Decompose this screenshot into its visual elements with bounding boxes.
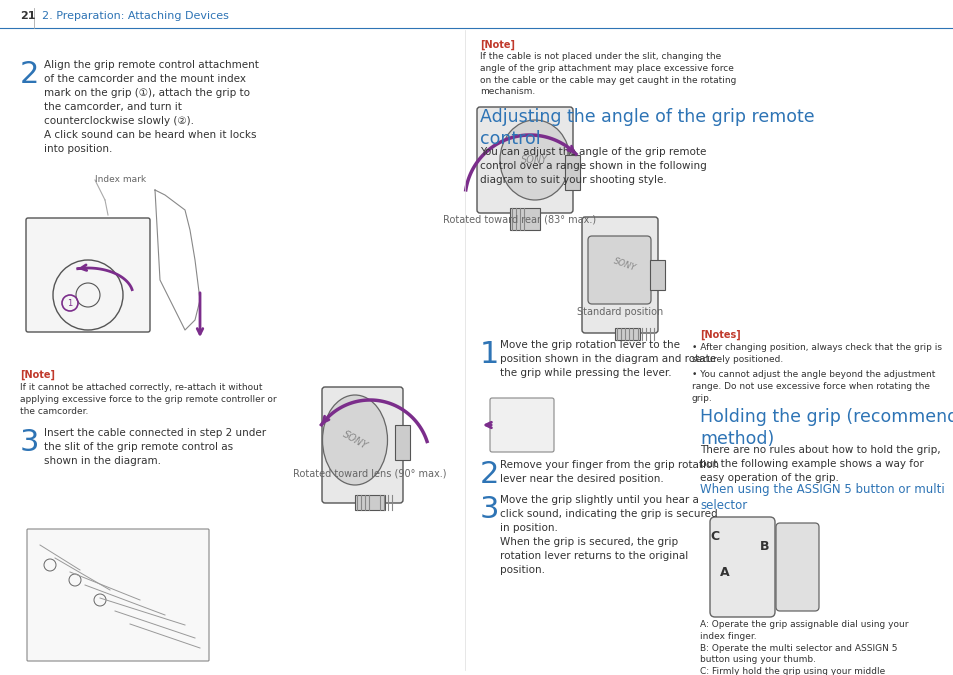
FancyBboxPatch shape [322,387,402,503]
Text: When using the ASSIGN 5 button or multi
selector: When using the ASSIGN 5 button or multi … [700,483,943,512]
Text: Move the grip slightly until you hear a
click sound, indicating the grip is secu: Move the grip slightly until you hear a … [499,495,717,575]
Text: SONY: SONY [612,256,637,273]
Text: [Note]: [Note] [479,40,515,50]
Text: Rotated toward lens (90° max.): Rotated toward lens (90° max.) [293,468,446,478]
Text: Move the grip rotation lever to the
position shown in the diagram and rotate
the: Move the grip rotation lever to the posi… [499,340,716,378]
Text: You can adjust the angle of the grip remote
control over a range shown in the fo: You can adjust the angle of the grip rem… [479,147,706,185]
Ellipse shape [499,120,569,200]
Text: 2: 2 [479,460,498,489]
Text: Standard position: Standard position [577,307,662,317]
Text: There are no rules about how to hold the grip,
but the following example shows a: There are no rules about how to hold the… [700,445,940,483]
Text: 2: 2 [20,60,39,89]
Text: A: Operate the grip assignable dial using your
index finger.
B: Operate the mult: A: Operate the grip assignable dial usin… [700,620,907,675]
Text: SONY: SONY [340,429,369,451]
Text: Rotated toward rear (83° max.): Rotated toward rear (83° max.) [443,215,596,225]
Text: Index mark: Index mark [95,175,146,184]
FancyBboxPatch shape [26,218,150,332]
Text: If it cannot be attached correctly, re-attach it without
applying excessive forc: If it cannot be attached correctly, re-a… [20,383,276,416]
Text: 2. Preparation: Attaching Devices: 2. Preparation: Attaching Devices [42,11,229,21]
Text: Holding the grip (recommended
method): Holding the grip (recommended method) [700,408,953,448]
FancyBboxPatch shape [587,236,650,304]
Bar [615,328,639,340]
Bar [510,208,539,230]
Text: Adjusting the angle of the grip remote
control: Adjusting the angle of the grip remote c… [479,108,814,148]
Text: [Note]: [Note] [20,370,55,380]
Text: 1: 1 [479,340,498,369]
FancyBboxPatch shape [709,517,774,617]
FancyBboxPatch shape [581,217,658,333]
Text: • After changing position, always check that the grip is
securely positioned.: • After changing position, always check … [691,343,941,364]
Text: A: A [720,566,729,578]
Text: Insert the cable connected in step 2 under
the slit of the grip remote control a: Insert the cable connected in step 2 und… [44,428,266,466]
FancyBboxPatch shape [775,523,818,611]
Text: 1: 1 [68,298,72,308]
Bar [395,425,410,460]
Ellipse shape [322,395,387,485]
Text: B: B [760,541,769,554]
Text: Remove your finger from the grip rotation
lever near the desired position.: Remove your finger from the grip rotatio… [499,460,719,484]
FancyBboxPatch shape [476,107,573,213]
Bar [649,260,664,290]
Text: [Notes]: [Notes] [700,330,740,340]
FancyBboxPatch shape [27,529,209,661]
Text: SONY: SONY [521,155,548,165]
Text: 3: 3 [479,495,499,524]
Text: C: C [710,531,719,543]
Text: • You cannot adjust the angle beyond the adjustment
range. Do not use excessive : • You cannot adjust the angle beyond the… [691,370,934,402]
FancyBboxPatch shape [490,398,554,452]
Bar [564,155,579,190]
Text: 21: 21 [20,11,35,21]
Text: 3: 3 [20,428,39,457]
Text: If the cable is not placed under the slit, changing the
angle of the grip attach: If the cable is not placed under the sli… [479,52,736,97]
Text: Align the grip remote control attachment
of the camcorder and the mount index
ma: Align the grip remote control attachment… [44,60,258,154]
Bar [355,495,385,510]
